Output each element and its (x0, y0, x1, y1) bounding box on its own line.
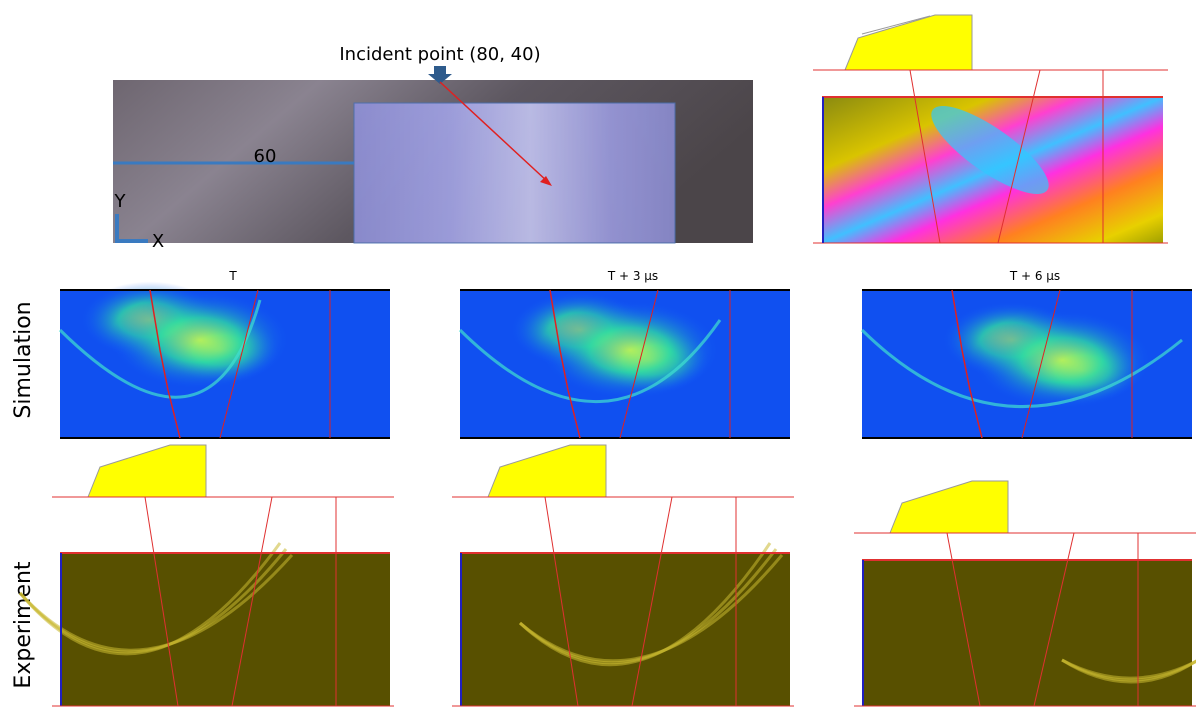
probe-wedge (488, 445, 606, 497)
incident-label: Incident point (80, 40) (339, 44, 540, 65)
distance-label: 60 (254, 146, 277, 167)
time-label: T + 3 μs (607, 269, 658, 283)
probe-wedge (88, 445, 206, 497)
wave-field (972, 311, 1152, 410)
axis-x-label: X (152, 231, 164, 252)
weld-region (354, 103, 675, 243)
wave-field (110, 291, 290, 390)
figure: 60 Incident point (80, 40) Y X Simulatio… (0, 0, 1196, 708)
row-label: Experiment (11, 561, 36, 688)
time-label: T + 6 μs (1009, 269, 1060, 283)
experiment-panel (862, 560, 1192, 706)
probe-wedge (845, 15, 972, 70)
axis-y-label: Y (114, 191, 127, 212)
experiment-panel (460, 553, 790, 706)
probe-wedge (890, 481, 1008, 533)
experiment-panel (60, 553, 390, 706)
time-label: T (228, 269, 237, 283)
panels: T T + 3 μs T + 6 μs (20, 269, 1196, 706)
row-label: Simulation (11, 301, 36, 418)
